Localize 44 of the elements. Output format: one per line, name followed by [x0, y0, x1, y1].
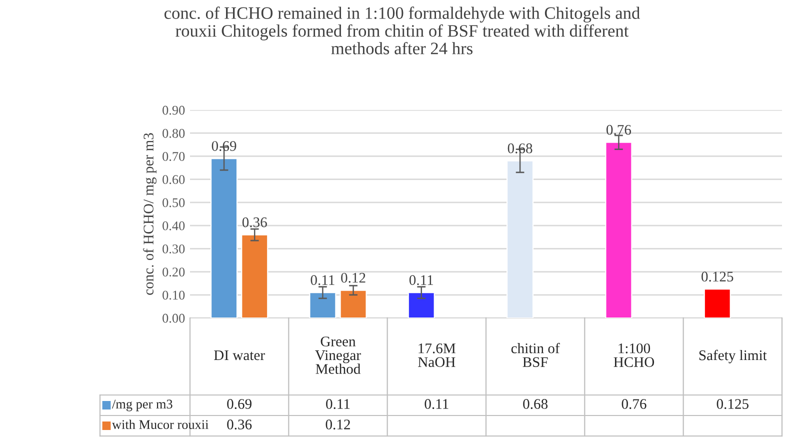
- x-tick-label: Green Vinegar Method: [315, 336, 361, 374]
- y-tick-label: 0.60: [162, 175, 185, 184]
- x-tick-label: Safety limit: [699, 350, 767, 364]
- bar: [506, 160, 534, 318]
- text: 0.11: [326, 399, 350, 409]
- bar: [210, 158, 238, 318]
- y-tick-label: 0.10: [162, 290, 185, 300]
- x-tick-label: 1:100 HCHO: [614, 343, 654, 368]
- y-tick-label: 0.90: [162, 106, 185, 115]
- x-tick-label: DI water: [214, 350, 265, 360]
- data-label: 0.12: [341, 272, 366, 283]
- data-label: 0.69: [212, 141, 236, 152]
- legend-label: with Mucor rouxii: [112, 420, 208, 430]
- data-label: 0.76: [606, 124, 632, 135]
- y-tick-label: 0.70: [162, 152, 185, 161]
- text: 0.125: [716, 399, 749, 409]
- y-axis-title: conc. of HCHO/ mg per m3: [143, 133, 156, 295]
- text: 0.69: [227, 399, 252, 409]
- y-tick-label: 0.30: [162, 244, 185, 254]
- bar: [605, 142, 632, 318]
- y-tick-label: 0.40: [162, 221, 185, 230]
- legend-label: /mg per m3: [112, 400, 172, 412]
- bar: [340, 290, 367, 318]
- data-label: 0.36: [242, 217, 267, 228]
- y-tick-label: 0.50: [162, 198, 185, 208]
- data-label: 0.11: [310, 275, 334, 286]
- data-label: 0.125: [702, 272, 734, 282]
- y-tick-label: 0.80: [162, 128, 185, 138]
- text: 0.68: [523, 399, 548, 409]
- chart-title: conc. of HCHO remained in 1:100 formaldehyde with Chitogels and rouxii Chitogels formed from chitin of BSF treated with different methods after 24 hrs: [164, 6, 640, 54]
- data-label: 0.68: [508, 143, 532, 154]
- bar: [704, 288, 731, 318]
- x-tick-label: 17.6M NaOH: [418, 343, 456, 368]
- bar: [408, 292, 435, 318]
- y-tick-label: 0.20: [162, 268, 185, 277]
- data-label: 0.11: [409, 275, 433, 286]
- bar: [241, 234, 268, 318]
- text: 0.11: [424, 399, 448, 409]
- text: 0.76: [622, 399, 646, 409]
- text: 0.12: [326, 420, 350, 430]
- y-tick-label: 0.00: [162, 314, 185, 323]
- bar: [309, 292, 336, 318]
- x-tick-label: chitin of BSF: [511, 342, 560, 368]
- text: 0.36: [227, 420, 252, 430]
